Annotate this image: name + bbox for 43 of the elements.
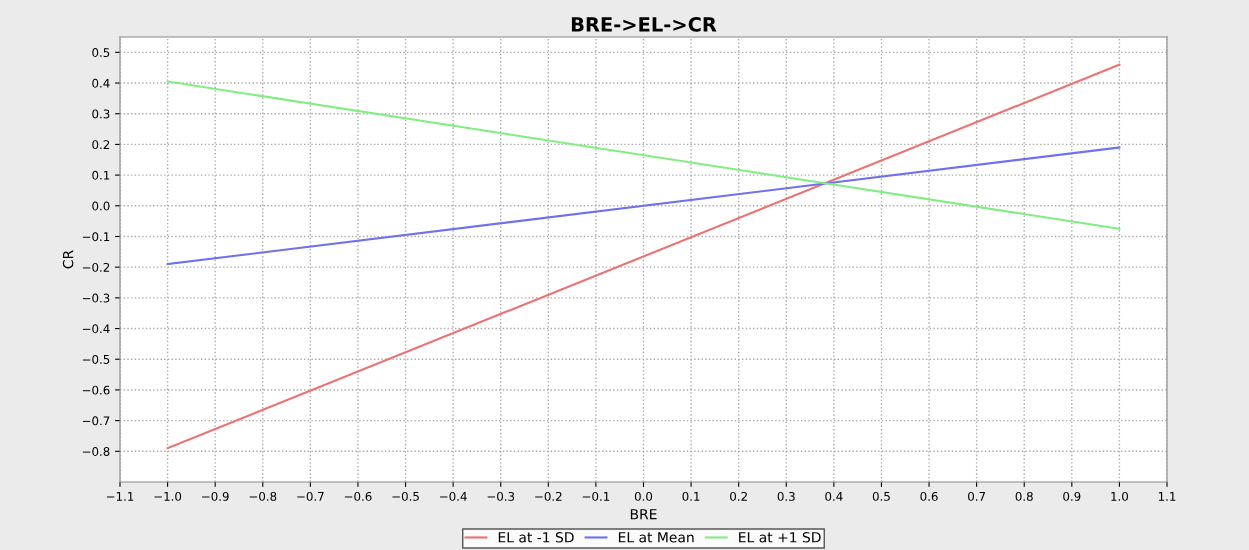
y-tick-label: 0.2: [92, 140, 110, 150]
x-tick-label: 0.2: [730, 491, 747, 501]
legend-label: EL at -1 SD: [498, 532, 574, 543]
y-tick-label: −0.4: [82, 324, 110, 334]
x-tick-label: −0.1: [582, 491, 610, 501]
y-tick-label: −0.6: [82, 385, 110, 395]
x-tick-label: −0.2: [535, 491, 562, 501]
x-tick-label: 1.0: [1111, 491, 1129, 501]
y-axis-title: CR: [62, 250, 74, 269]
y-tick-label: −0.7: [82, 416, 110, 426]
x-tick-label: 0.8: [1015, 491, 1033, 501]
x-tick-label: 1.1: [1158, 492, 1176, 501]
x-tick-label: 0.7: [968, 491, 986, 501]
y-tick-label: −0.2: [82, 262, 110, 272]
y-tick-label: −0.5: [82, 354, 110, 364]
x-axis-title: BRE: [630, 509, 657, 520]
y-tick-label: −0.3: [82, 293, 110, 303]
y-tick-label: −0.8: [82, 447, 110, 456]
x-tick-label: −0.8: [249, 491, 277, 501]
legend-label: EL at Mean: [618, 532, 694, 543]
x-tick-label: −1.0: [154, 491, 182, 501]
x-tick-label: −0.5: [392, 491, 419, 501]
chart-title: BRE->EL->CR: [571, 17, 717, 32]
y-tick-label: 0.1: [92, 170, 110, 180]
x-tick-label: 0.4: [825, 491, 843, 501]
legend-label: EL at +1 SD: [739, 532, 821, 543]
x-tick-label: 0.9: [1063, 491, 1081, 501]
x-tick-label: −0.6: [344, 491, 372, 501]
x-tick-label: 0.0: [634, 491, 653, 501]
x-tick-label: −0.3: [487, 491, 515, 501]
x-tick-label: −0.9: [202, 491, 229, 501]
x-tick-label: 0.5: [872, 491, 890, 501]
y-tick-label: −0.1: [82, 232, 110, 242]
y-tick-label: 0.3: [92, 109, 110, 119]
y-tick-label: 0.5: [92, 48, 110, 57]
x-tick-label: −0.7: [297, 491, 324, 501]
x-tick-label: −1.1: [106, 492, 134, 501]
x-tick-label: 0.1: [682, 491, 700, 501]
x-tick-label: 0.6: [920, 491, 938, 501]
y-tick-label: 0.0: [92, 201, 110, 211]
x-tick-label: −0.4: [440, 491, 467, 501]
x-tick-label: 0.3: [777, 491, 795, 501]
y-tick-label: 0.4: [92, 78, 110, 88]
